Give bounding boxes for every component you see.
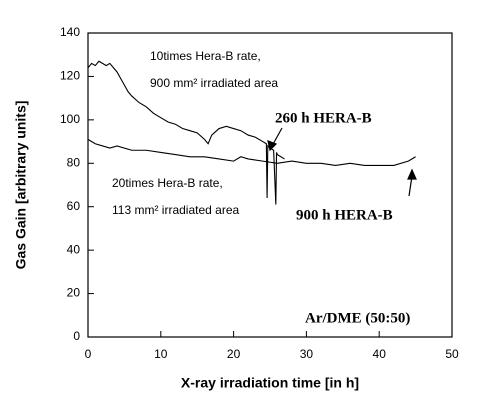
y-tick-label: 40 (67, 242, 81, 256)
x-tick-label: 30 (300, 347, 314, 361)
arrows (267, 127, 417, 197)
y-tick-label: 60 (67, 199, 81, 213)
annotation: Ar/DME (50:50) (305, 310, 410, 326)
x-tick-label: 40 (373, 347, 387, 361)
y-axis-label: Gas Gain [arbitrary units] (13, 101, 29, 270)
plot-frame (87, 32, 453, 338)
x-tick-label: 50 (445, 347, 459, 361)
y-tick-label: 100 (60, 112, 80, 126)
y-tick-label: 140 (60, 25, 80, 39)
annotation: 900 h HERA-B (296, 207, 393, 223)
arrowhead (407, 168, 417, 180)
annotation: 900 mm² irradiated area (150, 76, 278, 90)
y-tick-label: 0 (73, 329, 80, 343)
annotation: 10times Hera-B rate, (150, 49, 261, 63)
annotation: 113 mm² irradiated area (112, 203, 239, 217)
series-line (87, 138, 416, 167)
x-tick-label: 0 (85, 347, 92, 361)
x-axis-label: X-ray irradiation time [in h] (181, 375, 359, 391)
x-tick-label: 10 (154, 347, 168, 361)
y-tick-label: 80 (67, 155, 81, 169)
x-tick-label: 20 (227, 347, 241, 361)
y-tick-label: 20 (67, 286, 81, 300)
y-tick-label: 120 (60, 69, 80, 83)
annotation: 260 h HERA-B (275, 110, 372, 126)
series-line (87, 60, 285, 205)
annotation: 20times Hera-B rate, (112, 176, 223, 190)
